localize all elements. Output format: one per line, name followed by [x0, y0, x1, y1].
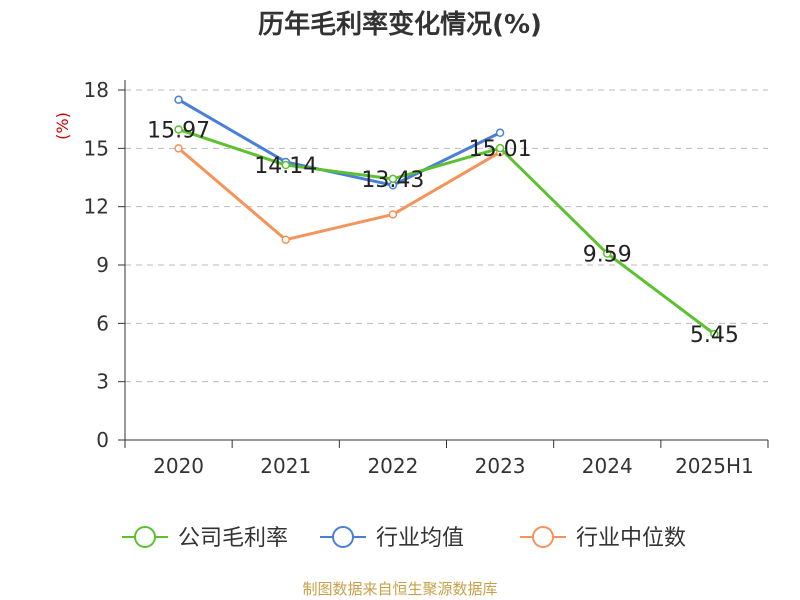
data-label: 13.43 [361, 168, 424, 193]
data-labels: 15.97 14.14 13.43 15.01 9.59 5.45 [147, 118, 739, 348]
series-line [177, 98, 501, 187]
data-point [174, 144, 183, 153]
x-tick-label: 2023 [475, 454, 526, 478]
data-point [495, 143, 505, 153]
data-point [710, 329, 719, 339]
data-point [603, 249, 612, 258]
axes: 0 3 6 9 12 15 18 2020 2021 2022 2023 2024 2025H1 (%) [53, 78, 769, 478]
series-line [177, 147, 501, 242]
y-tick-label: 15 [84, 136, 109, 160]
x-tick-label: 2020 [153, 454, 204, 478]
legend-marker [134, 526, 156, 548]
data-point [281, 235, 290, 244]
y-tick-label: 18 [84, 78, 109, 102]
chart-title: 历年毛利率变化情况(%) [258, 10, 542, 40]
legend-item: 行业中位数 [520, 526, 686, 551]
data-label: 14.14 [254, 154, 317, 179]
legend-marker [532, 526, 554, 548]
data-point [174, 95, 183, 104]
data-label: 5.45 [690, 323, 739, 348]
legend-label: 公司毛利率 [178, 526, 288, 551]
y-tick-label: 9 [96, 253, 109, 277]
x-tick-label: 2024 [582, 454, 633, 478]
grid-lines [125, 89, 768, 383]
source-note: 制图数据来自恒生聚源数据库 [302, 580, 498, 598]
series-lines [174, 95, 719, 339]
data-point [495, 128, 505, 138]
y-axis-label: (%) [53, 112, 72, 140]
x-tick-label: 2021 [260, 454, 311, 478]
data-label: 15.97 [147, 118, 210, 143]
data-point [388, 174, 398, 184]
legend-label: 行业均值 [376, 526, 464, 551]
data-label: 9.59 [583, 243, 632, 268]
data-point [281, 160, 290, 170]
data-point [174, 125, 183, 134]
data-label: 15.01 [469, 137, 532, 162]
y-tick-label: 3 [96, 370, 109, 394]
y-tick-label: 0 [96, 428, 109, 452]
legend-item: 公司毛利率 [122, 526, 288, 551]
x-tick-label: 2022 [367, 454, 418, 478]
legend-item: 行业均值 [320, 526, 464, 551]
data-point [388, 210, 398, 219]
y-tick-label: 6 [96, 311, 109, 335]
y-tick-label: 12 [84, 195, 109, 219]
series-line [178, 128, 716, 336]
x-tick-label: 2025H1 [675, 454, 754, 478]
legend: 公司毛利率 行业均值 行业中位数 [122, 526, 686, 551]
legend-label: 行业中位数 [576, 526, 686, 551]
legend-marker [332, 526, 354, 548]
